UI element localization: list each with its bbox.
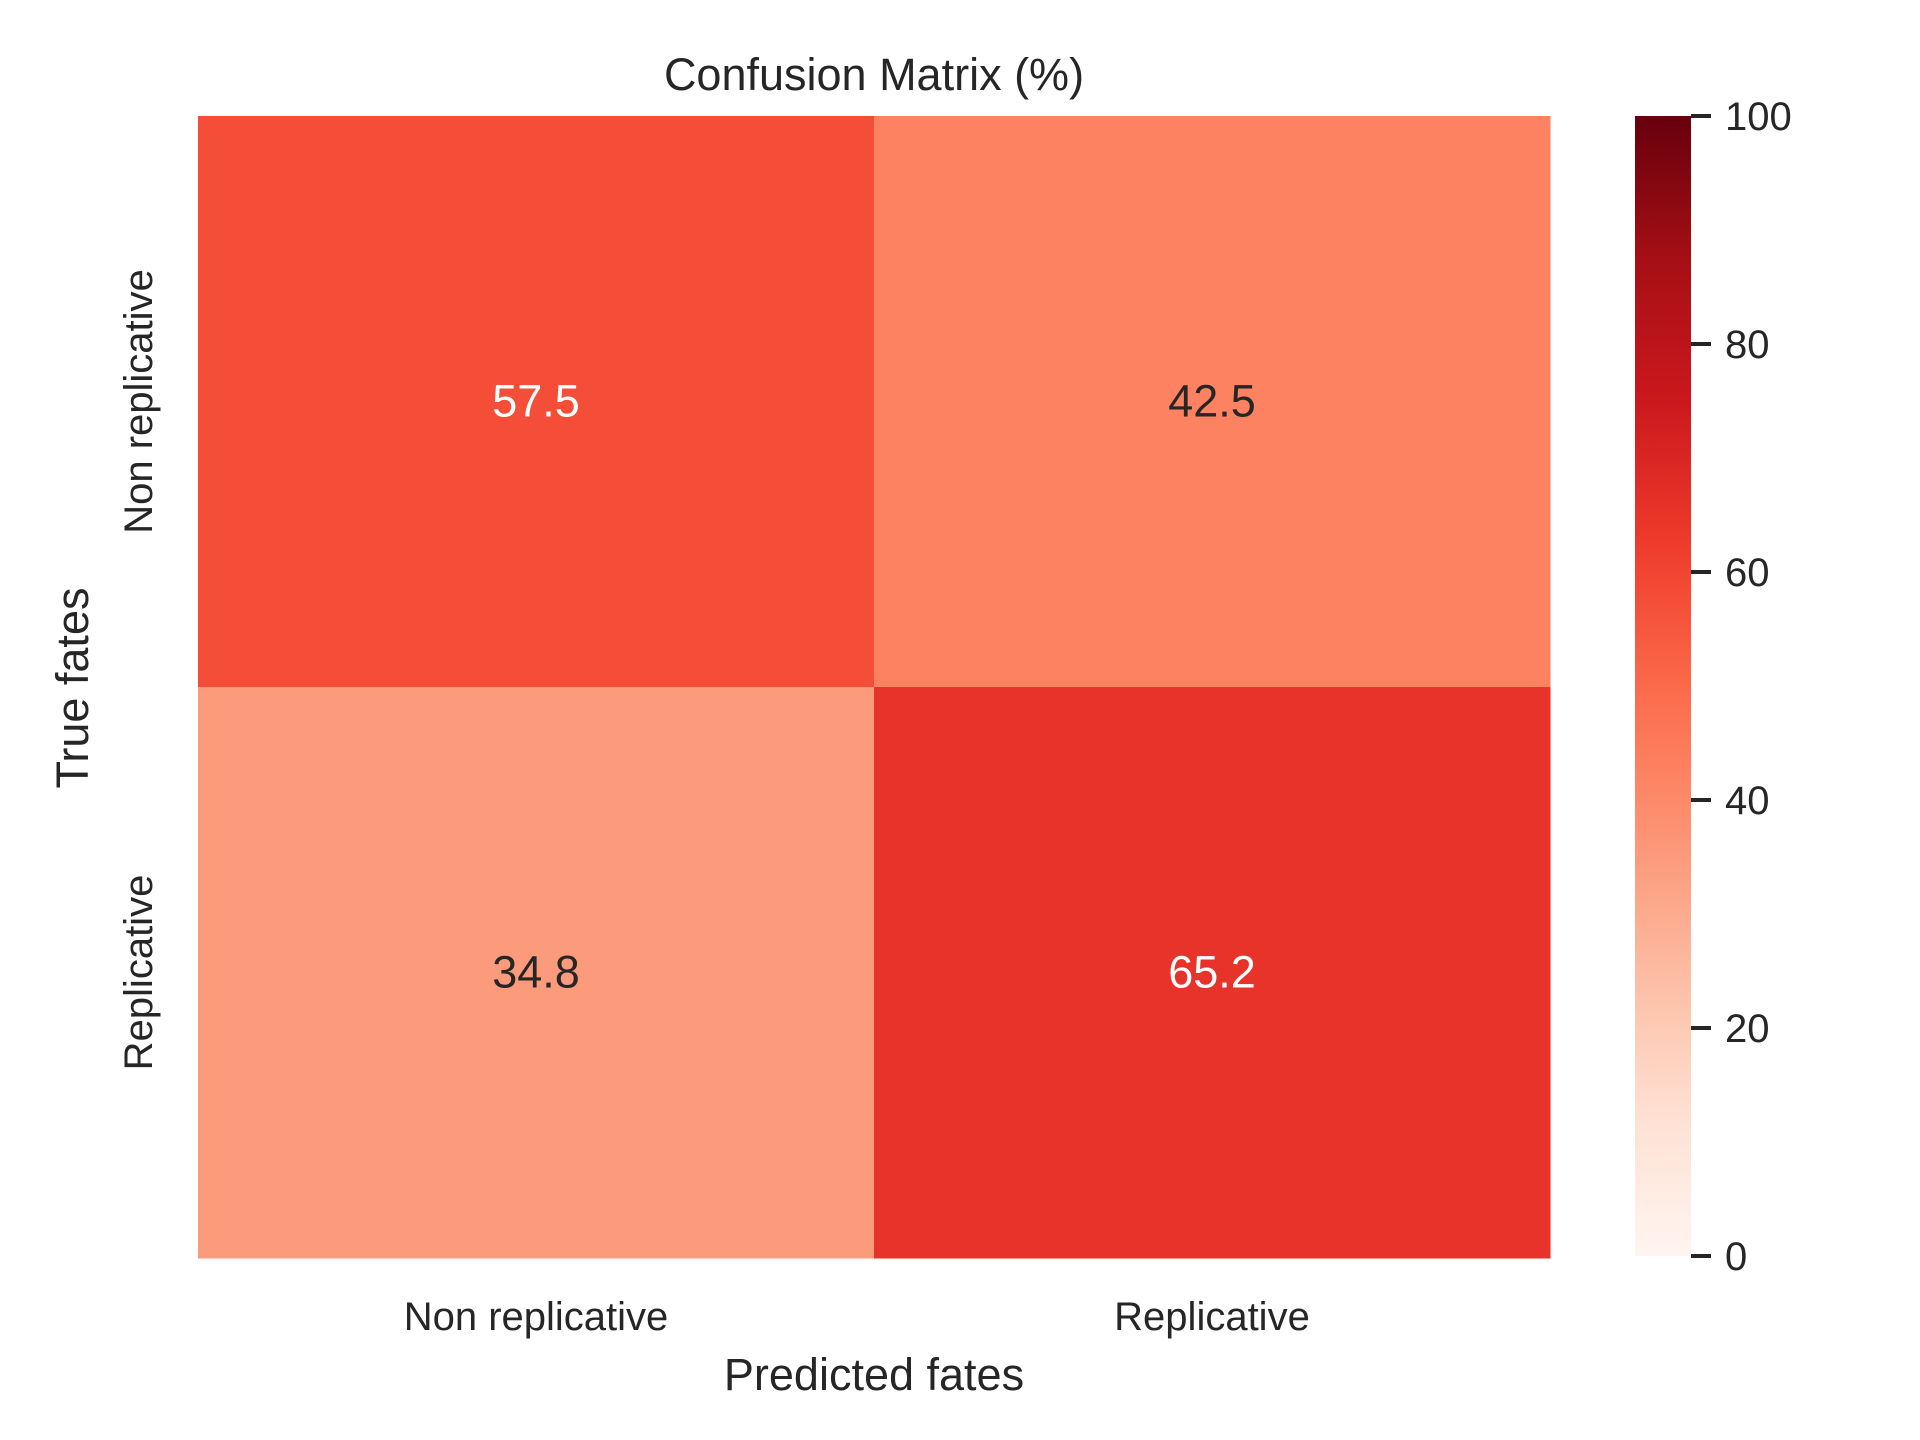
colorbar-tick-label: 60 xyxy=(1725,551,1770,595)
chart-title: Confusion Matrix (%) xyxy=(664,49,1084,100)
colorbar-tick-label: 100 xyxy=(1725,95,1792,139)
x-tick-label: Replicative xyxy=(1114,1295,1310,1339)
x-axis-label: Predicted fates xyxy=(724,1349,1024,1400)
cell-value-label: 57.5 xyxy=(492,376,580,427)
y-tick-labels: Non replicative Replicative xyxy=(117,269,161,1070)
x-tick-labels: Non replicative Replicative xyxy=(404,1295,1310,1339)
colorbar-tick-label: 40 xyxy=(1725,779,1770,823)
colorbar-tick-label: 0 xyxy=(1725,1235,1747,1279)
heatmap-cell-r0-c1 xyxy=(874,116,1551,688)
colorbar xyxy=(1635,116,1691,1256)
heatmap-cell-r1-c1 xyxy=(874,687,1551,1259)
x-tick-label: Non replicative xyxy=(404,1295,669,1339)
y-tick-label: Replicative xyxy=(117,875,161,1071)
colorbar-tick-label: 80 xyxy=(1725,323,1770,367)
y-axis-label: True fates xyxy=(47,588,98,789)
heatmap-cell-r1-c0 xyxy=(198,687,875,1259)
heatmap-cell-r0-c0 xyxy=(198,116,875,688)
cell-value-label: 42.5 xyxy=(1168,376,1256,427)
heatmap-cells: 57.5 42.5 34.8 65.2 xyxy=(198,116,1551,1259)
y-tick-label: Non replicative xyxy=(117,269,161,534)
colorbar-ticks: 0 20 40 60 80 100 xyxy=(1691,95,1792,1279)
colorbar-tick-label: 20 xyxy=(1725,1007,1770,1051)
cell-value-label: 34.8 xyxy=(492,947,580,998)
cell-value-label: 65.2 xyxy=(1168,947,1256,998)
